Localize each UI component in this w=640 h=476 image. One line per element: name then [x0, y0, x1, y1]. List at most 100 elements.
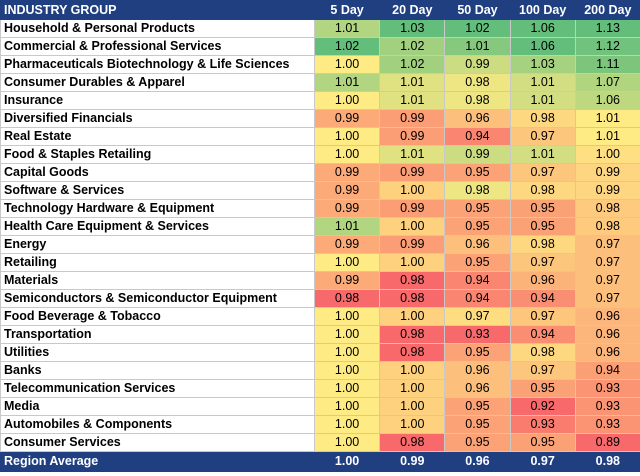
table-row[interactable]: Telecommunication Services 1.00 1.00 0.96 0.… [0, 379, 640, 398]
value-cell-50-day: 0.95 [444, 397, 511, 416]
value-cell-5-day: 1.00 [313, 397, 381, 416]
table-row[interactable]: Transportation 1.00 0.98 0.93 0.94 0.96 [0, 325, 640, 344]
value-cell-100-day: 0.97 [509, 361, 576, 380]
value-cell-100-day: 0.97 [509, 253, 576, 272]
table-row[interactable]: Real Estate 1.00 0.99 0.94 0.97 1.01 [0, 127, 640, 146]
value-cell-100-day: 0.95 [509, 199, 576, 218]
column-header-20-day[interactable]: 20 Day [379, 0, 446, 20]
table-row[interactable]: Materials 0.99 0.98 0.94 0.96 0.97 [0, 271, 640, 290]
value-cell-50-day: 0.93 [444, 325, 511, 344]
value-cell-50-day: 0.99 [444, 145, 511, 164]
table-row[interactable]: Banks 1.00 1.00 0.96 0.97 0.94 [0, 361, 640, 380]
industry-group-name: Automobiles & Components [0, 415, 315, 434]
value-cell-200-day: 1.01 [574, 127, 640, 146]
value-cell-20-day: 1.02 [379, 55, 446, 74]
industry-group-name: Food Beverage & Tobacco [0, 307, 315, 326]
industry-group-name: Transportation [0, 325, 315, 344]
value-cell-20-day: 0.98 [379, 433, 446, 452]
value-cell-200-day: 1.12 [574, 37, 640, 56]
value-cell-50-day: 0.95 [444, 415, 511, 434]
table-row[interactable]: Health Care Equipment & Services 1.01 1.00… [0, 217, 640, 236]
value-cell-50-day: 0.98 [444, 91, 511, 110]
value-cell-100-day: 0.97 [509, 127, 576, 146]
value-cell-20-day: 1.00 [379, 361, 446, 380]
value-cell-50-day: 0.98 [444, 73, 511, 92]
value-cell-200-day: 0.99 [574, 181, 640, 200]
table-row[interactable]: Software & Services 0.99 1.00 0.98 0.98 0.99 [0, 181, 640, 200]
value-cell-200-day: 0.96 [574, 343, 640, 362]
value-cell-20-day: 1.00 [379, 181, 446, 200]
column-header-100-day[interactable]: 100 Day [509, 0, 576, 20]
table-row[interactable]: Insurance 1.00 1.01 0.98 1.01 1.06 [0, 91, 640, 110]
table-row[interactable]: Food & Staples Retailing 1.00 1.01 0.99 1.01… [0, 145, 640, 164]
value-cell-200-day: 0.97 [574, 253, 640, 272]
industry-group-name: Utilities [0, 343, 315, 362]
region-average-label: Region Average [0, 451, 315, 472]
table-row[interactable]: Retailing 1.00 1.00 0.95 0.97 0.97 [0, 253, 640, 272]
value-cell-50-day: 0.95 [444, 199, 511, 218]
value-cell-5-day: 1.00 [313, 253, 381, 272]
table-row[interactable]: Household & Personal Products 1.01 1.03 1.0… [0, 19, 640, 38]
value-cell-50-day: 1.01 [444, 37, 511, 56]
value-cell-5-day: 1.01 [313, 217, 381, 236]
value-cell-200-day: 0.96 [574, 307, 640, 326]
value-cell-100-day: 1.06 [509, 37, 576, 56]
value-cell-20-day: 0.99 [379, 163, 446, 182]
value-cell-200-day: 0.98 [574, 199, 640, 218]
value-cell-100-day: 0.94 [509, 325, 576, 344]
value-cell-100-day: 0.96 [509, 271, 576, 290]
table-row[interactable]: Capital Goods 0.99 0.99 0.95 0.97 0.99 [0, 163, 640, 182]
value-cell-20-day: 1.01 [379, 91, 446, 110]
value-cell-20-day: 1.00 [379, 379, 446, 398]
value-cell-200-day: 0.96 [574, 325, 640, 344]
value-cell-50-day: 0.95 [444, 433, 511, 452]
value-cell-200-day: 0.93 [574, 415, 640, 434]
value-cell-5-day: 0.98 [313, 289, 381, 308]
value-cell-200-day: 0.97 [574, 235, 640, 254]
table-row[interactable]: Media 1.00 1.00 0.95 0.92 0.93 [0, 397, 640, 416]
industry-group-name: Technology Hardware & Equipment [0, 199, 315, 218]
value-cell-20-day: 1.00 [379, 217, 446, 236]
table-row[interactable]: Pharmaceuticals Biotechnology & Life Sci… [0, 55, 640, 74]
value-cell-5-day: 0.99 [313, 271, 381, 290]
region-average-50-day: 0.96 [444, 451, 511, 472]
industry-group-name: Household & Personal Products [0, 19, 315, 38]
value-cell-50-day: 0.95 [444, 253, 511, 272]
industry-group-name: Pharmaceuticals Biotechnology & Life Sci… [0, 55, 315, 74]
table-row[interactable]: Diversified Financials 0.99 0.99 0.96 0.98 1.… [0, 109, 640, 128]
column-header-industry-group[interactable]: INDUSTRY GROUP [0, 0, 315, 20]
value-cell-50-day: 0.96 [444, 235, 511, 254]
table-row[interactable]: Automobiles & Components 1.00 1.00 0.95 0.93… [0, 415, 640, 434]
value-cell-20-day: 0.99 [379, 235, 446, 254]
column-header-5-day[interactable]: 5 Day [313, 0, 381, 20]
value-cell-100-day: 1.01 [509, 145, 576, 164]
column-header-200-day[interactable]: 200 Day [574, 0, 640, 20]
value-cell-20-day: 0.99 [379, 127, 446, 146]
industry-group-name: Capital Goods [0, 163, 315, 182]
table-row[interactable]: Food Beverage & Tobacco 1.00 1.00 0.97 0.97 0… [0, 307, 640, 326]
value-cell-200-day: 0.93 [574, 397, 640, 416]
value-cell-5-day: 1.00 [313, 127, 381, 146]
value-cell-100-day: 0.92 [509, 397, 576, 416]
table-row[interactable]: Commercial & Professional Services 1.02 1.… [0, 37, 640, 56]
value-cell-5-day: 1.00 [313, 433, 381, 452]
value-cell-100-day: 1.03 [509, 55, 576, 74]
value-cell-5-day: 0.99 [313, 199, 381, 218]
table-row[interactable]: Semiconductors & Semiconductor Equipment… [0, 289, 640, 308]
table-row[interactable]: Consumer Services 1.00 0.98 0.95 0.95 0.89 [0, 433, 640, 452]
value-cell-200-day: 0.89 [574, 433, 640, 452]
table-row[interactable]: Energy 0.99 0.99 0.96 0.98 0.97 [0, 235, 640, 254]
industry-group-name: Media [0, 397, 315, 416]
table-row[interactable]: Utilities 1.00 0.98 0.95 0.98 0.96 [0, 343, 640, 362]
table-row[interactable]: Technology Hardware & Equipment 0.99 0.99 0… [0, 199, 640, 218]
value-cell-20-day: 0.98 [379, 325, 446, 344]
value-cell-100-day: 1.06 [509, 19, 576, 38]
industry-group-name: Insurance [0, 91, 315, 110]
table-row[interactable]: Consumer Durables & Apparel 1.01 1.01 0.98 1… [0, 73, 640, 92]
value-cell-200-day: 0.97 [574, 271, 640, 290]
value-cell-5-day: 0.99 [313, 163, 381, 182]
value-cell-50-day: 0.96 [444, 109, 511, 128]
column-header-50-day[interactable]: 50 Day [444, 0, 511, 20]
region-average-row: Region Average 1.00 0.99 0.96 0.97 0.98 [0, 451, 640, 472]
value-cell-100-day: 1.01 [509, 91, 576, 110]
